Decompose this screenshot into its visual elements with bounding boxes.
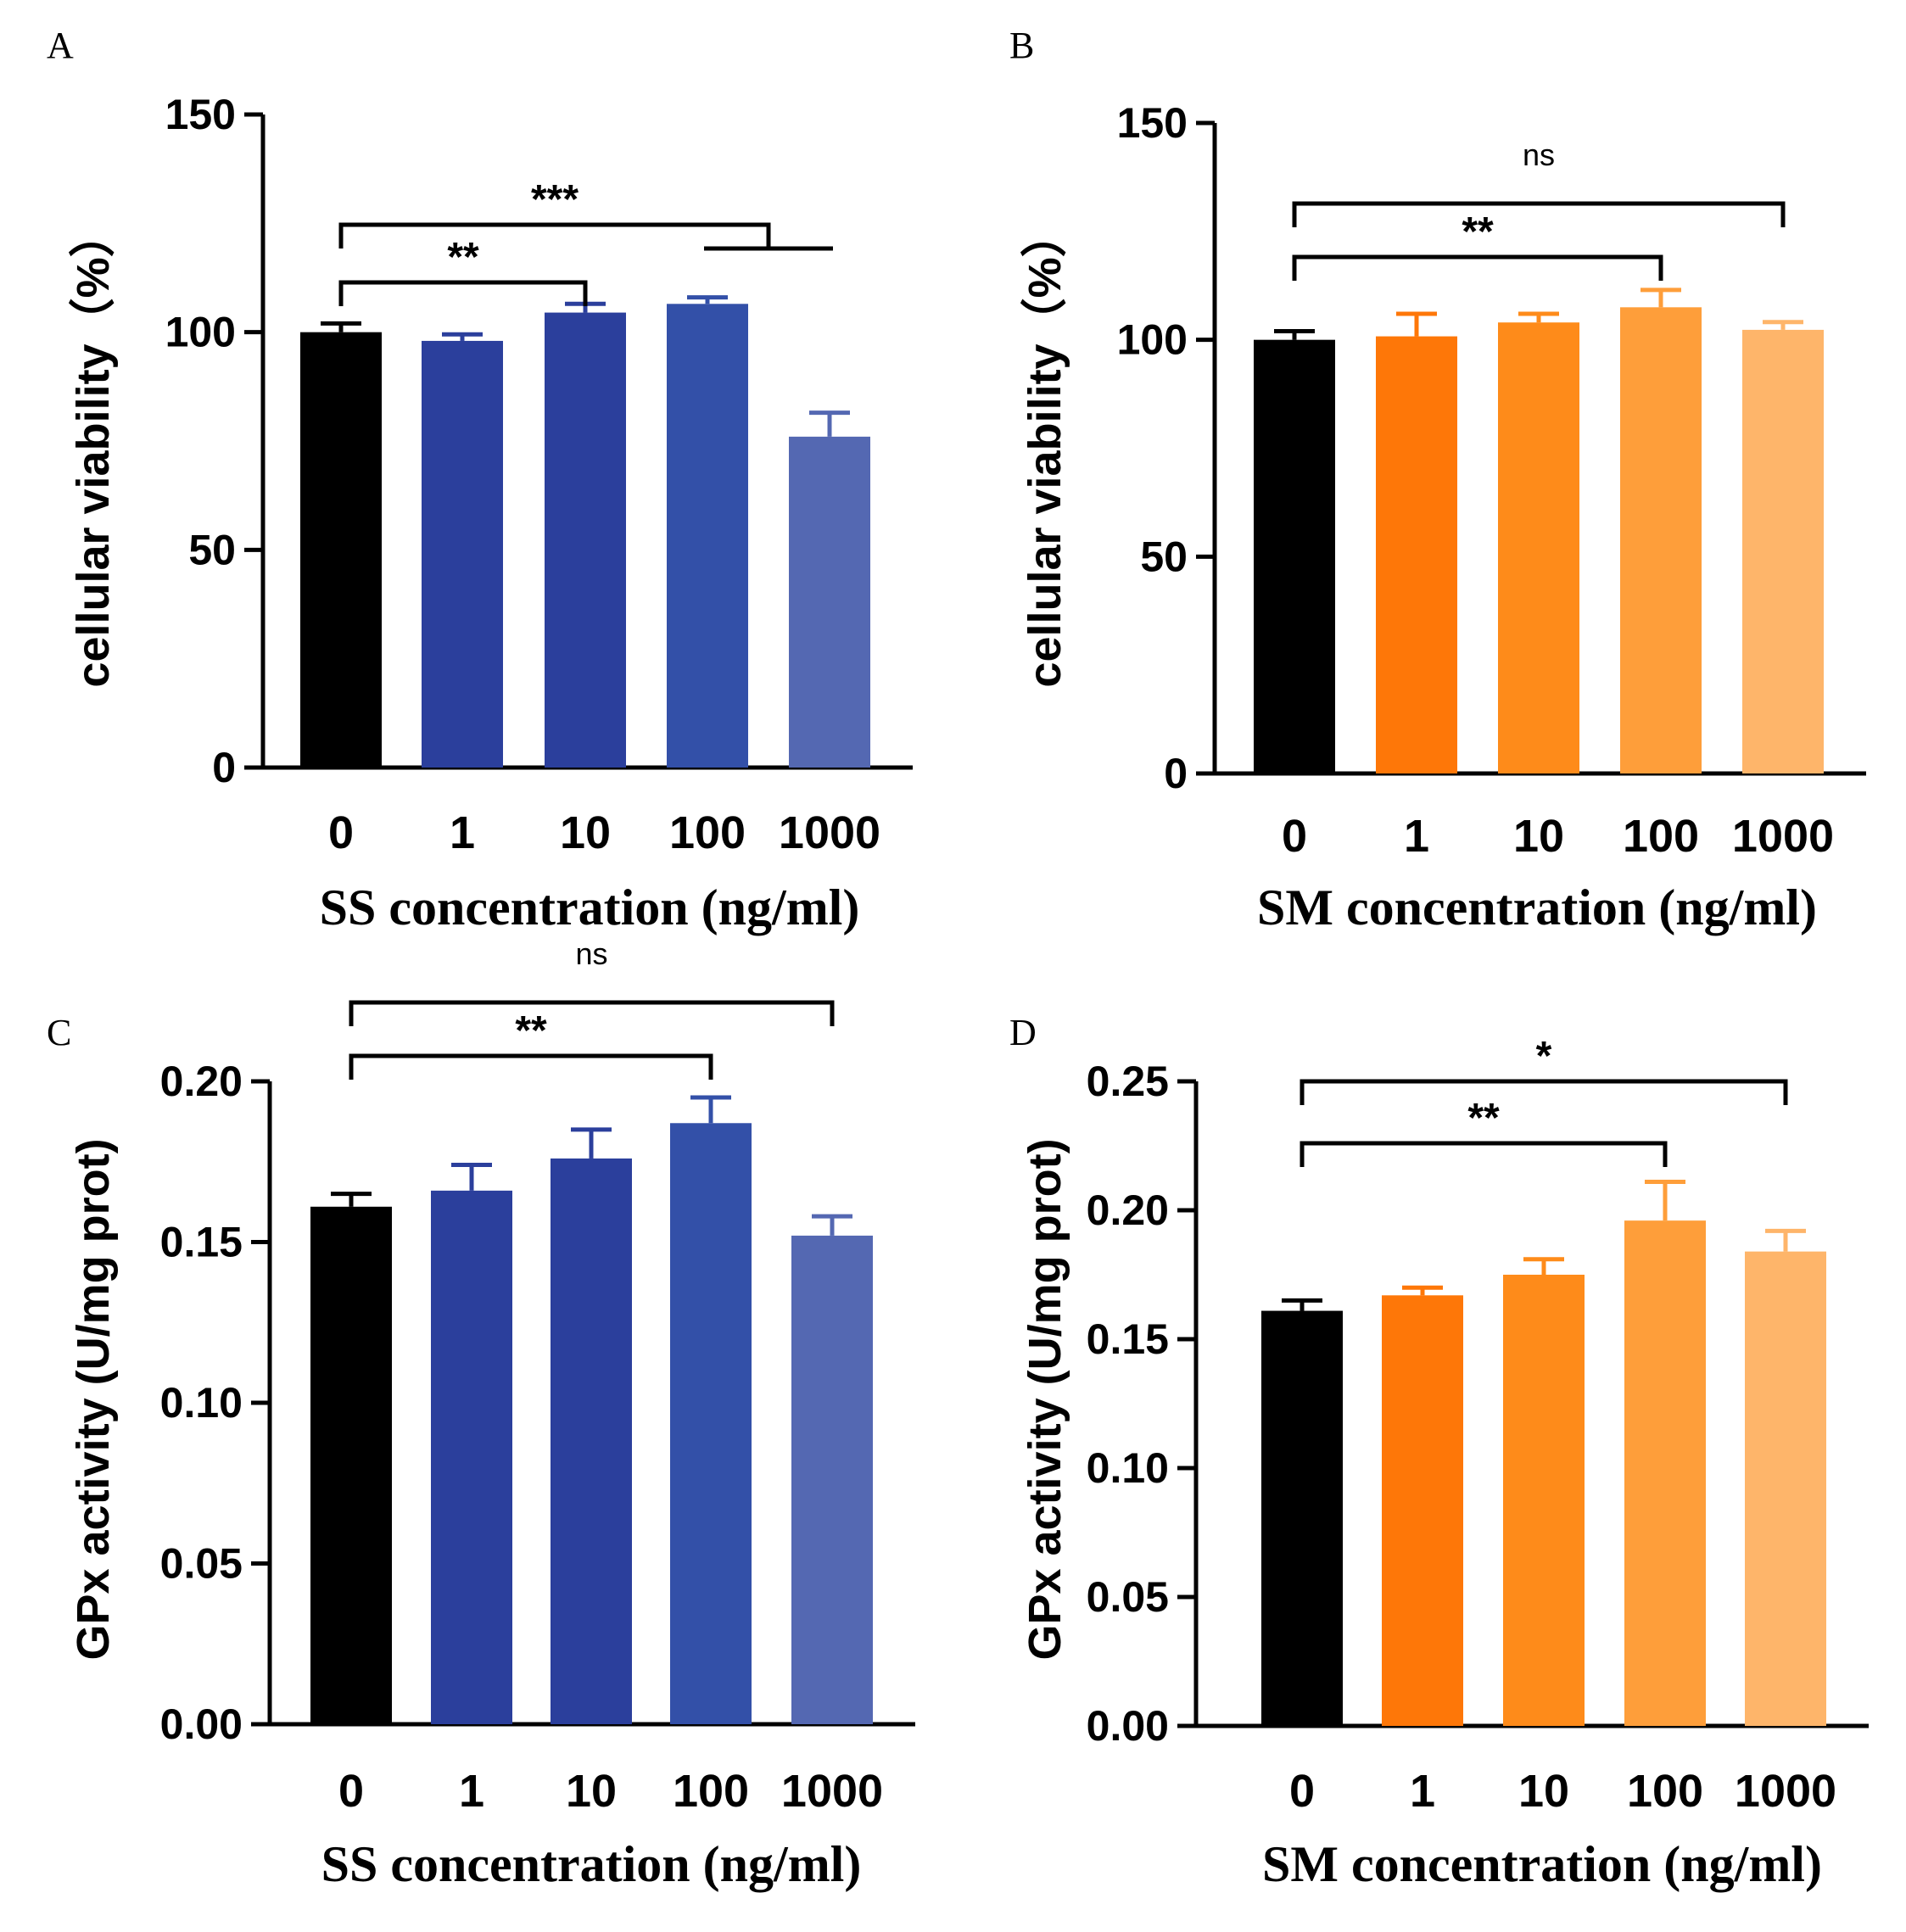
significance-bracket bbox=[1300, 1079, 1788, 1105]
x-tick-label: 0 bbox=[328, 807, 354, 858]
significance-label: ** bbox=[515, 1008, 547, 1053]
x-tick-label: 1000 bbox=[1732, 811, 1834, 862]
x-tick-label: 0 bbox=[338, 1766, 364, 1817]
y-tick-label: 0.20 bbox=[160, 1058, 243, 1105]
x-tick-label: 100 bbox=[1623, 811, 1699, 862]
significance-bracket bbox=[1292, 201, 1786, 227]
significance-label: ns bbox=[575, 936, 607, 971]
bar bbox=[422, 340, 503, 768]
y-tick-label: 50 bbox=[188, 526, 236, 573]
y-tick-label: 0.25 bbox=[1087, 1058, 1169, 1105]
bar bbox=[1498, 322, 1579, 773]
significance-bracket bbox=[349, 1053, 713, 1080]
significance-bracket bbox=[349, 1000, 835, 1026]
bar bbox=[1382, 1295, 1463, 1726]
panel-a: A cellular viability（%） SS concentration… bbox=[47, 25, 913, 935]
bar bbox=[300, 332, 382, 768]
x-axis-title-a: SS concentration (ng/ml) bbox=[320, 879, 860, 935]
x-axis-title-d: SM concentration (ng/ml) bbox=[1262, 1836, 1822, 1892]
y-tick-label: 0.10 bbox=[160, 1379, 243, 1427]
bar bbox=[551, 1158, 632, 1724]
x-tick-label: 100 bbox=[669, 807, 746, 858]
bar bbox=[310, 1206, 392, 1724]
y-tick-label: 0.00 bbox=[160, 1700, 243, 1748]
bar bbox=[1742, 329, 1824, 773]
y-tick-label: 0 bbox=[1164, 750, 1188, 797]
bar bbox=[1503, 1275, 1585, 1726]
x-tick-label: 10 bbox=[560, 807, 611, 858]
x-tick-label: 1 bbox=[1410, 1766, 1435, 1817]
y-tick-label: 100 bbox=[165, 309, 236, 356]
x-tick-label: 1000 bbox=[779, 807, 880, 858]
panel-letter-d: D bbox=[1009, 1012, 1037, 1053]
significance-bracket bbox=[338, 222, 771, 248]
y-tick-label: 0.00 bbox=[1087, 1702, 1169, 1750]
y-tick-label: 50 bbox=[1140, 533, 1188, 580]
x-tick-label: 1 bbox=[1404, 811, 1429, 862]
y-axis-title-c: GPx activity (U/mg prot) bbox=[68, 1138, 119, 1660]
x-axis-title-b: SM concentration (ng/ml) bbox=[1257, 879, 1817, 935]
plot-area-b: 0 50 100 150 0 1 10 100 1000 ** ns bbox=[1117, 99, 1866, 862]
y-tick-label: 150 bbox=[165, 91, 236, 138]
plot-area-c: 0.00 0.05 0.10 0.15 0.20 0 1 10 100 1000 ** ns bbox=[160, 936, 915, 1817]
panel-b: B cellular viability（%） SM concentration… bbox=[1009, 25, 1866, 935]
significance-label: * bbox=[1536, 1034, 1552, 1079]
bar bbox=[1624, 1220, 1706, 1726]
x-tick-label: 1 bbox=[459, 1766, 484, 1817]
x-tick-label: 1000 bbox=[1735, 1766, 1836, 1817]
significance-bracket bbox=[1292, 254, 1663, 281]
significance-bracket bbox=[1300, 1141, 1668, 1167]
bar bbox=[789, 436, 870, 768]
panel-letter-a: A bbox=[47, 25, 74, 66]
y-tick-label: 150 bbox=[1117, 99, 1188, 147]
bar bbox=[670, 1123, 752, 1724]
x-tick-label: 100 bbox=[1627, 1766, 1703, 1817]
bar bbox=[1376, 336, 1457, 773]
bar bbox=[431, 1190, 512, 1724]
x-tick-label: 0 bbox=[1282, 811, 1307, 862]
y-tick-label: 0.05 bbox=[160, 1540, 243, 1588]
bar bbox=[545, 312, 626, 768]
significance-label: *** bbox=[531, 177, 579, 222]
bar bbox=[791, 1235, 873, 1724]
x-tick-label: 100 bbox=[673, 1766, 749, 1817]
significance-label: ** bbox=[1467, 1096, 1500, 1141]
y-tick-label: 0.15 bbox=[160, 1219, 243, 1266]
y-tick-label: 0.15 bbox=[1087, 1315, 1169, 1363]
panel-c: C GPx activity (U/mg prot) SS concentrat… bbox=[47, 936, 915, 1892]
x-axis-title-c: SS concentration (ng/ml) bbox=[321, 1836, 862, 1892]
y-tick-label: 0.20 bbox=[1087, 1187, 1169, 1234]
y-axis-title-b: cellular viability（%） bbox=[1020, 211, 1070, 687]
y-tick-label: 0.10 bbox=[1087, 1444, 1169, 1492]
significance-label: ns bbox=[1523, 137, 1555, 172]
x-tick-label: 10 bbox=[1513, 811, 1564, 862]
plot-area-d: 0.000.050.100.150.200.250 1 10 100 1000*** bbox=[1087, 1034, 1869, 1817]
bar bbox=[1745, 1251, 1826, 1726]
y-axis-title-a: cellular viability（%） bbox=[68, 211, 119, 687]
bar bbox=[1620, 307, 1702, 774]
y-tick-label: 100 bbox=[1117, 316, 1188, 364]
significance-bracket bbox=[338, 280, 588, 306]
x-tick-label: 10 bbox=[1518, 1766, 1569, 1817]
y-tick-label: 0.05 bbox=[1087, 1573, 1169, 1621]
x-tick-label: 1000 bbox=[781, 1766, 883, 1817]
bar bbox=[1254, 339, 1335, 773]
x-tick-label: 1 bbox=[450, 807, 475, 858]
x-tick-label: 10 bbox=[566, 1766, 617, 1817]
y-tick-label: 0 bbox=[212, 744, 236, 791]
significance-label: ** bbox=[1462, 209, 1494, 254]
panel-letter-c: C bbox=[47, 1012, 71, 1053]
bar bbox=[1261, 1310, 1343, 1726]
panel-d: D GPx activity (U/mg prot) SM concentrat… bbox=[1009, 1012, 1869, 1892]
significance-label: ** bbox=[447, 235, 479, 280]
x-tick-label: 0 bbox=[1289, 1766, 1315, 1817]
y-axis-title-d: GPx activity (U/mg prot) bbox=[1020, 1138, 1070, 1660]
bar bbox=[667, 304, 748, 768]
panel-letter-b: B bbox=[1009, 25, 1034, 66]
